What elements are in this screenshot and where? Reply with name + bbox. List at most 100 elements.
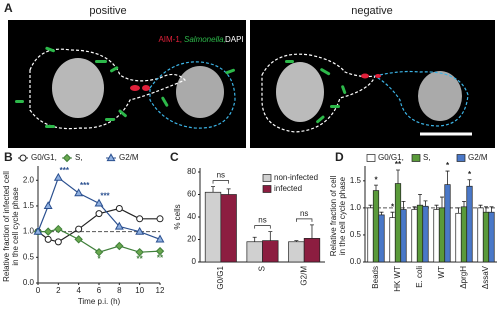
error-bar [268, 231, 273, 241]
y-tick-label: 40 [187, 212, 196, 221]
point [95, 210, 103, 218]
point [53, 172, 63, 181]
error-bar [396, 169, 400, 184]
nucleus [276, 62, 324, 122]
nucleus [418, 71, 462, 121]
y-tick-label: 0.5 [23, 252, 35, 261]
x-axis-title: Time p.i. (h) [78, 297, 121, 306]
legend-label: G0/G1, [31, 153, 57, 162]
legend-label: non-infected [274, 173, 318, 182]
bar [477, 207, 484, 263]
error-bar [484, 206, 488, 213]
y-axis-title: in the cell cycle phase [338, 176, 347, 255]
error-bar [489, 206, 494, 213]
legend-label: G2/M [119, 153, 139, 162]
point [115, 241, 124, 251]
point [106, 153, 116, 162]
y-tick-label: 20 [187, 235, 196, 244]
series-line [37, 176, 161, 240]
annotation: ns [300, 209, 308, 218]
y-tick-label: 0.5 [350, 230, 362, 239]
y-axis-title: in the cell cycle phase [11, 187, 20, 266]
error-bar [252, 236, 257, 242]
error-bar [462, 200, 466, 207]
bar [466, 185, 473, 263]
error-bar [374, 184, 378, 191]
bar [460, 206, 468, 263]
significance: *** [60, 166, 70, 175]
x-tick-label: S [258, 266, 267, 271]
error-bar [379, 211, 384, 215]
bar [455, 212, 462, 263]
error-bar [478, 204, 483, 208]
bar [367, 207, 374, 263]
y-tick-label: 60 [187, 190, 196, 199]
bar [411, 209, 418, 263]
legend-label: G0/G1, [378, 153, 404, 162]
x-tick-label: ΔssaV [481, 265, 490, 289]
image-title: positive [89, 5, 126, 17]
error-bar [309, 224, 314, 239]
legend-label: infected [274, 184, 302, 193]
bar [400, 209, 407, 263]
bar [389, 217, 396, 263]
error-bar [440, 196, 444, 208]
error-bar [434, 204, 439, 210]
bar [422, 205, 429, 263]
y-axis-title: Relative fraction of cell [329, 176, 338, 257]
significance: *** [80, 181, 90, 190]
error-bar [294, 240, 299, 242]
panel-label: D [335, 150, 344, 164]
bar [303, 238, 321, 263]
bar [378, 214, 385, 263]
legend-swatch [456, 154, 466, 162]
point [114, 221, 124, 230]
error-bar [418, 193, 422, 206]
bar [288, 241, 305, 263]
error-bar [467, 179, 472, 187]
point [94, 198, 104, 207]
point [44, 235, 52, 243]
bar [433, 209, 440, 263]
bracket [254, 225, 271, 229]
x-tick-label: 12 [156, 286, 165, 295]
error-bar [401, 200, 406, 210]
significance: * [391, 202, 395, 211]
stain-label: DAPI [225, 35, 244, 44]
bracket [212, 180, 229, 184]
y-tick-label: 1.0 [350, 203, 362, 212]
point [74, 235, 83, 244]
point [136, 215, 144, 223]
significance: * [446, 161, 450, 170]
error-bar [226, 188, 231, 195]
point [156, 215, 164, 223]
legend-label: S, [423, 153, 431, 162]
image-title: negative [351, 5, 393, 17]
bar [204, 191, 222, 263]
cell-outline [149, 61, 236, 129]
point [115, 205, 123, 213]
x-tick-label: Beads [371, 266, 380, 289]
x-tick-label: G0/G1 [216, 265, 225, 289]
annotation: ns [217, 171, 225, 180]
legend-label: G2/M [468, 153, 488, 162]
x-tick-label: 0 [36, 286, 41, 295]
y-axis-title: Relative fraction of infected cell [2, 171, 11, 282]
x-tick-label: ΔprgH [459, 266, 468, 289]
significance: * [468, 170, 472, 179]
aim1-signal [130, 73, 381, 91]
y-tick-label: 0 [192, 257, 197, 266]
panel-label: C [170, 150, 179, 164]
x-tick-label: 2 [56, 286, 61, 295]
stain-label: Salmonella, [184, 35, 226, 44]
legend-swatch [262, 174, 272, 182]
x-tick-label: 6 [97, 286, 102, 295]
bar [262, 240, 279, 263]
point [155, 234, 165, 243]
y-axis-title: % cells [173, 204, 182, 229]
error-bar [412, 206, 417, 210]
significance: *** [100, 191, 110, 200]
point [62, 153, 72, 163]
y-tick-label: 1.0 [23, 227, 35, 236]
nucleus [176, 66, 224, 118]
